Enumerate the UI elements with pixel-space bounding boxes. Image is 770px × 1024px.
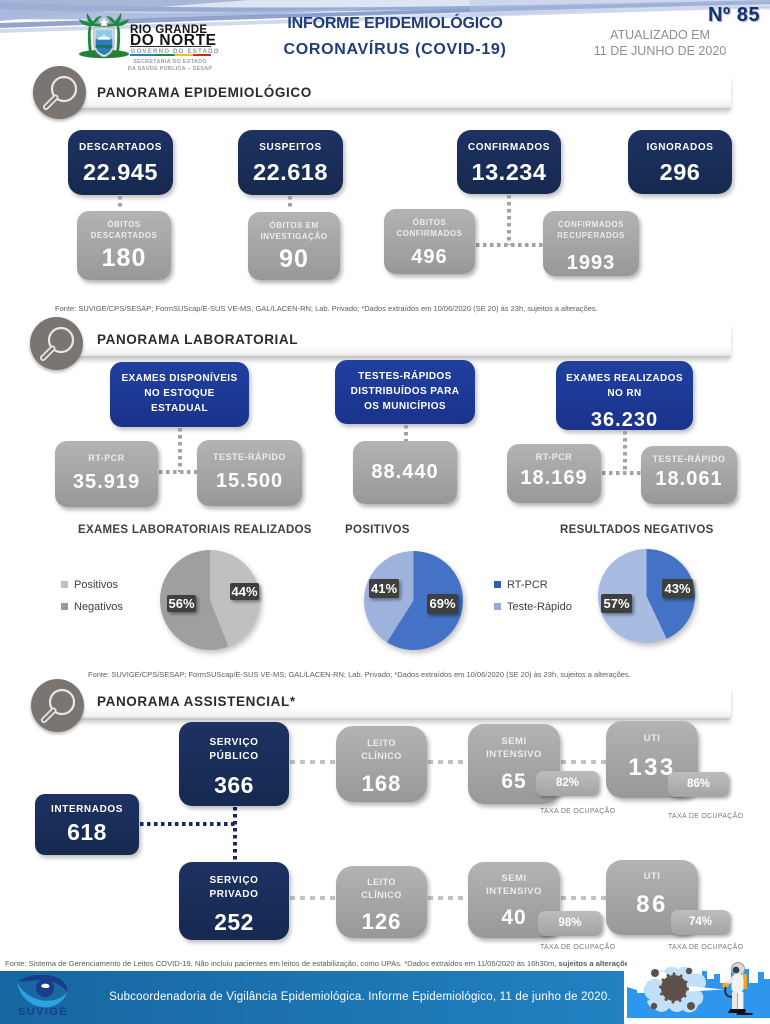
svg-text:SUVIGE: SUVIGE [18, 1006, 68, 1017]
